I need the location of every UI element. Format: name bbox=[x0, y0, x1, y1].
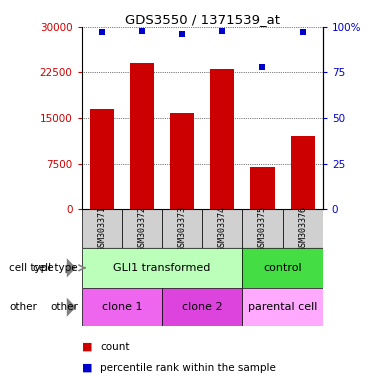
Text: GLI1 transformed: GLI1 transformed bbox=[113, 263, 211, 273]
Text: ■: ■ bbox=[82, 342, 92, 352]
Bar bbox=[162, 288, 242, 326]
Text: GSM303371: GSM303371 bbox=[97, 206, 106, 251]
Bar bbox=[90, 109, 114, 209]
Point bbox=[260, 64, 266, 70]
Point bbox=[300, 29, 306, 35]
Text: count: count bbox=[100, 342, 130, 352]
Text: cell type: cell type bbox=[9, 263, 54, 273]
Bar bbox=[202, 209, 242, 248]
Bar bbox=[82, 209, 122, 248]
Bar bbox=[250, 167, 275, 209]
Text: control: control bbox=[263, 263, 302, 273]
Bar bbox=[290, 136, 315, 209]
Bar bbox=[242, 288, 323, 326]
Point bbox=[99, 29, 105, 35]
Bar bbox=[162, 209, 202, 248]
Text: GSM303375: GSM303375 bbox=[258, 206, 267, 251]
Bar bbox=[130, 63, 154, 209]
Text: GSM303376: GSM303376 bbox=[298, 206, 307, 251]
Bar bbox=[242, 209, 283, 248]
Text: other: other bbox=[9, 302, 37, 312]
Text: cell type: cell type bbox=[33, 263, 78, 273]
Text: percentile rank within the sample: percentile rank within the sample bbox=[100, 363, 276, 373]
Bar bbox=[122, 209, 162, 248]
Bar bbox=[242, 248, 323, 288]
Text: ■: ■ bbox=[82, 363, 92, 373]
Text: other: other bbox=[50, 302, 78, 312]
Point bbox=[179, 31, 185, 37]
Text: GSM303373: GSM303373 bbox=[178, 206, 187, 251]
Bar bbox=[82, 288, 162, 326]
Text: GSM303372: GSM303372 bbox=[137, 206, 147, 251]
Text: GSM303374: GSM303374 bbox=[218, 206, 227, 251]
Point bbox=[139, 28, 145, 34]
Bar bbox=[210, 70, 234, 209]
Text: clone 2: clone 2 bbox=[182, 302, 223, 312]
Bar bbox=[82, 248, 242, 288]
Title: GDS3550 / 1371539_at: GDS3550 / 1371539_at bbox=[125, 13, 280, 26]
Text: clone 1: clone 1 bbox=[102, 302, 142, 312]
Bar bbox=[170, 113, 194, 209]
Text: parental cell: parental cell bbox=[248, 302, 317, 312]
Point bbox=[219, 28, 225, 34]
Bar bbox=[283, 209, 323, 248]
